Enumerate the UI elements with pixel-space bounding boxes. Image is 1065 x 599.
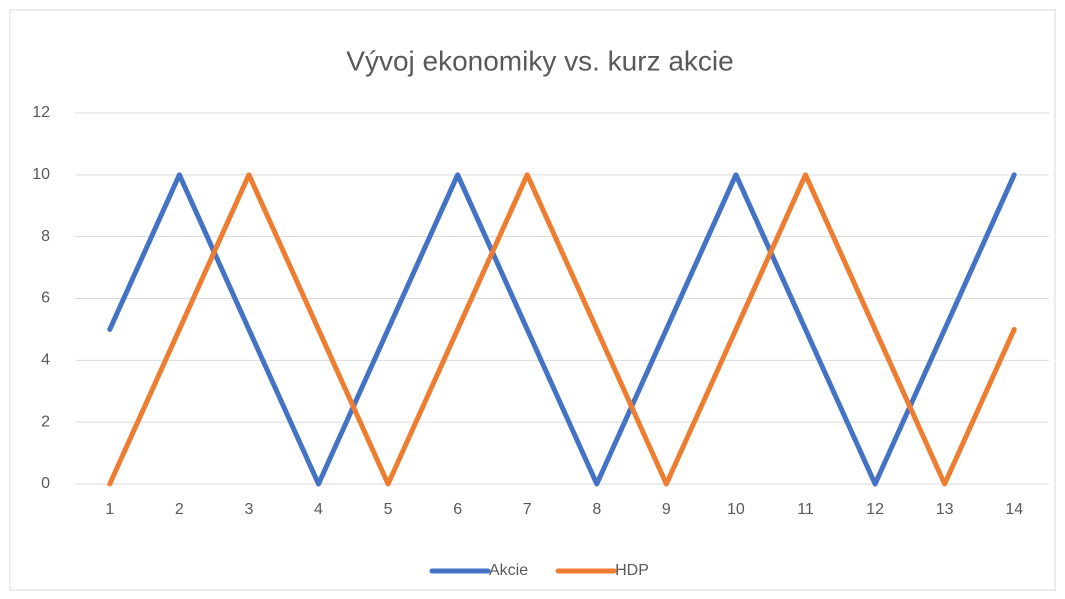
x-tick-label: 12 bbox=[866, 501, 884, 518]
x-tick-label: 8 bbox=[592, 501, 601, 518]
y-tick-label: 0 bbox=[41, 475, 50, 492]
x-tick-label: 11 bbox=[797, 501, 814, 518]
y-tick-label: 8 bbox=[41, 228, 50, 245]
series-line bbox=[107, 172, 1017, 487]
x-tick-label: 14 bbox=[1005, 501, 1023, 518]
x-tick-label: 1 bbox=[105, 501, 114, 518]
x-tick-label: 3 bbox=[244, 501, 253, 518]
legend-label: Akcie bbox=[489, 562, 528, 579]
legend-label: HDP bbox=[615, 562, 649, 579]
x-tick-label: 9 bbox=[662, 501, 671, 518]
x-tick-label: 13 bbox=[936, 501, 954, 518]
x-tick-label: 6 bbox=[453, 501, 462, 518]
y-tick-label: 2 bbox=[41, 413, 50, 430]
x-tick-label: 7 bbox=[523, 501, 532, 518]
chart-border bbox=[9, 9, 1056, 591]
x-tick-label: 5 bbox=[384, 501, 393, 518]
series-line bbox=[107, 172, 1017, 487]
y-tick-label: 4 bbox=[41, 352, 50, 369]
chart-title: Vývoj ekonomiky vs. kurz akcie bbox=[346, 45, 733, 76]
y-tick-label: 12 bbox=[32, 104, 50, 121]
x-tick-label: 10 bbox=[727, 501, 745, 518]
x-tick-label: 4 bbox=[314, 501, 323, 518]
y-tick-label: 10 bbox=[32, 166, 50, 183]
y-tick-label: 6 bbox=[41, 290, 50, 307]
x-tick-label: 2 bbox=[175, 501, 184, 518]
